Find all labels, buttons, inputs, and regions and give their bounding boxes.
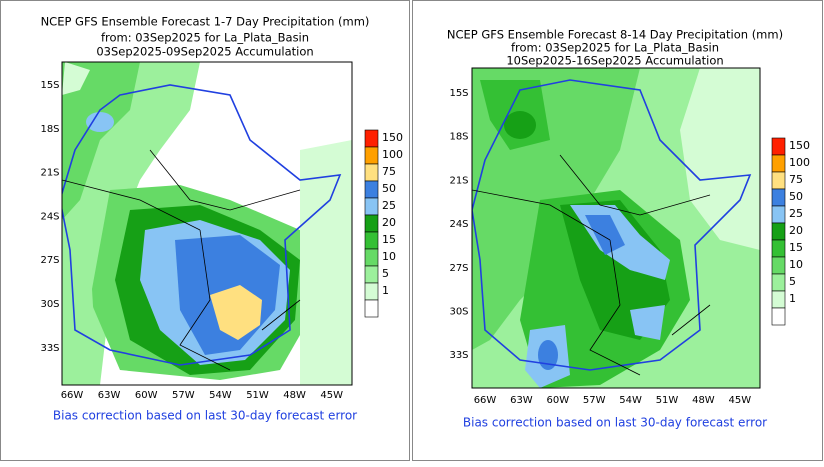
lon-label: 45W	[320, 390, 343, 401]
colorbar-swatch	[771, 239, 786, 258]
colorbar-label: 100	[789, 156, 810, 169]
lat-label: 24S	[449, 219, 468, 230]
colorbar-swatch	[771, 256, 786, 275]
lon-label: 63W	[510, 395, 533, 406]
colorbar-label: 10	[789, 258, 803, 271]
note: Bias correction based on last 30-day for…	[53, 409, 357, 423]
colorbar-swatch	[771, 290, 786, 309]
colorbar-label: 25	[789, 207, 803, 220]
map-frame	[471, 67, 761, 389]
colorbar-swatch	[364, 146, 379, 165]
lon-label: 48W	[692, 395, 715, 406]
colorbar-swatch	[364, 214, 379, 233]
colorbar-label: 75	[382, 165, 396, 178]
colorbar-label: 10	[382, 250, 396, 263]
colorbar-label: 150	[789, 139, 810, 152]
colorbar-swatch	[364, 129, 379, 148]
lat-label: 15S	[449, 88, 468, 99]
colorbar-swatch	[771, 307, 786, 326]
colorbar-label: 20	[382, 216, 396, 229]
lon-label: 54W	[209, 390, 232, 401]
colorbar-swatch	[771, 154, 786, 173]
lon-label: 66W	[474, 395, 497, 406]
colorbar-swatch	[364, 248, 379, 267]
lat-label: 33S	[449, 350, 468, 361]
colorbar-swatch	[771, 205, 786, 224]
lat-label: 15S	[40, 80, 59, 91]
lat-label: 30S	[449, 307, 468, 318]
colorbar-swatch	[364, 231, 379, 250]
lon-label: 51W	[246, 390, 269, 401]
lat-label: 33S	[40, 343, 59, 354]
colorbar-swatch	[771, 188, 786, 207]
colorbar-label: 15	[789, 241, 803, 254]
colorbar-label: 75	[789, 173, 803, 186]
lon-label: 60W	[135, 390, 158, 401]
lat-label: 18S	[40, 124, 59, 135]
lon-label: 57W	[583, 395, 606, 406]
lat-label: 24S	[40, 211, 59, 222]
colorbar-label: 1	[382, 284, 389, 297]
colorbar-label: 20	[789, 224, 803, 237]
lon-label: 48W	[283, 390, 306, 401]
colorbar-label: 25	[382, 199, 396, 212]
note: Bias correction based on last 30-day for…	[463, 416, 767, 430]
colorbar-swatch	[364, 197, 379, 216]
panel-title: 03Sep2025-09Sep2025 Accumulation	[96, 45, 313, 59]
panel-title: 10Sep2025-16Sep2025 Accumulation	[506, 54, 723, 68]
colorbar-label: 150	[382, 131, 403, 144]
lat-label: 21S	[449, 175, 468, 186]
lon-label: 54W	[619, 395, 642, 406]
colorbar-swatch	[364, 282, 379, 301]
colorbar-swatch	[364, 265, 379, 284]
lon-label: 66W	[61, 390, 84, 401]
lat-label: 30S	[40, 299, 59, 310]
panel-title: from: 03Sep2025 for La_Plata_Basin	[101, 31, 309, 45]
lat-label: 27S	[40, 255, 59, 266]
panel-border	[0, 0, 410, 461]
panel-title: NCEP GFS Ensemble Forecast 1-7 Day Preci…	[41, 15, 370, 29]
lat-label: 27S	[449, 263, 468, 274]
colorbar-swatch	[771, 171, 786, 190]
colorbar-label: 5	[382, 267, 389, 280]
lon-label: 45W	[728, 395, 751, 406]
colorbar-label: 5	[789, 275, 796, 288]
colorbar-swatch	[771, 273, 786, 292]
map-frame	[61, 61, 353, 386]
panel-title: from: 03Sep2025 for La_Plata_Basin	[511, 41, 719, 55]
colorbar-label: 50	[382, 182, 396, 195]
panel-title: NCEP GFS Ensemble Forecast 8-14 Day Prec…	[447, 28, 783, 42]
lon-label: 63W	[98, 390, 121, 401]
colorbar-label: 1	[789, 292, 796, 305]
colorbar-label: 15	[382, 233, 396, 246]
colorbar-swatch	[364, 180, 379, 199]
colorbar-swatch	[771, 222, 786, 241]
lon-label: 60W	[546, 395, 569, 406]
colorbar-label: 50	[789, 190, 803, 203]
precip-field	[62, 62, 352, 385]
colorbar-swatch	[364, 163, 379, 182]
colorbar-swatch	[771, 137, 786, 156]
lat-label: 21S	[40, 168, 59, 179]
colorbar-swatch	[364, 299, 379, 318]
lon-label: 57W	[172, 390, 195, 401]
lat-label: 18S	[449, 132, 468, 143]
panel-border	[412, 0, 823, 461]
lon-label: 51W	[656, 395, 679, 406]
colorbar-label: 100	[382, 148, 403, 161]
precip-field	[472, 68, 760, 388]
